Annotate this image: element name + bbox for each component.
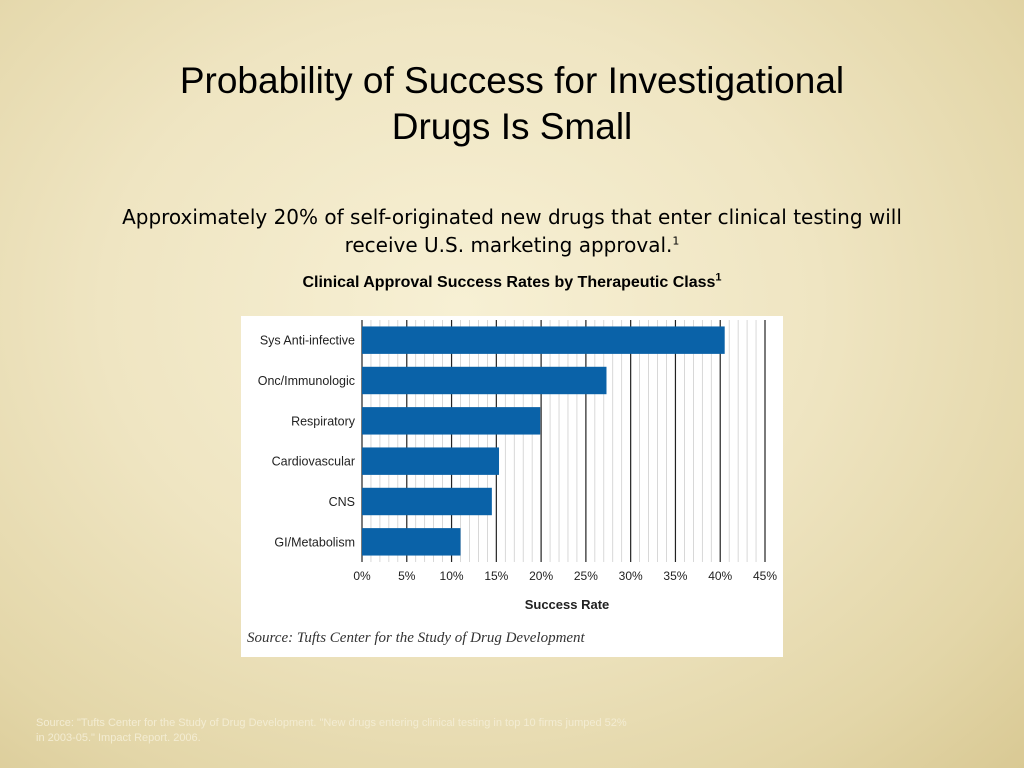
grid-lines bbox=[361, 320, 766, 562]
footnote: Source: "Tufts Center for the Study of D… bbox=[36, 716, 816, 746]
x-tick-label: 30% bbox=[619, 569, 643, 583]
subtitle-line-2: receive U.S. marketing approval.1 bbox=[40, 231, 984, 259]
subtitle-line-1: Approximately 20% of self-originated new… bbox=[122, 205, 902, 229]
x-tick-label: 45% bbox=[753, 569, 777, 583]
bar-cardiovascular bbox=[362, 447, 500, 475]
slide-title-line-2: Drugs Is Small bbox=[391, 106, 633, 147]
x-tick-label: 15% bbox=[484, 569, 508, 583]
bar-gi-metabolism bbox=[362, 528, 461, 556]
category-labels: Sys Anti-infective Onc/Immunologic Respira… bbox=[258, 334, 356, 550]
slide-title: Probability of Success for Investigation… bbox=[0, 58, 1024, 150]
category-label: Sys Anti-infective bbox=[260, 334, 355, 348]
x-axis-title: Success Rate bbox=[525, 597, 610, 612]
subtitle-footnote-marker: 1 bbox=[672, 234, 680, 248]
x-tick-labels: 0% 5% 10% 15% 20% 25% 30% 35% 40% 45% bbox=[353, 569, 777, 583]
chart-figure: Sys Anti-infective Onc/Immunologic Respira… bbox=[241, 316, 783, 657]
chart-heading-footnote-marker: 1 bbox=[715, 271, 722, 284]
category-label: Respiratory bbox=[291, 414, 356, 428]
bar-chart: Sys Anti-infective Onc/Immunologic Respira… bbox=[258, 320, 777, 612]
bar-respiratory bbox=[362, 407, 541, 435]
subtitle: Approximately 20% of self-originated new… bbox=[40, 203, 984, 259]
category-label: GI/Metabolism bbox=[274, 535, 355, 549]
bar-cns bbox=[362, 487, 492, 516]
bars bbox=[362, 326, 725, 556]
category-label: Onc/Immunologic bbox=[258, 374, 355, 388]
x-tick-label: 0% bbox=[353, 569, 371, 583]
x-tick-label: 40% bbox=[708, 569, 732, 583]
chart-heading: Clinical Approval Success Rates by Thera… bbox=[0, 271, 1024, 292]
bar-onc-immunologic bbox=[362, 366, 607, 395]
figure-source-text: Source: Tufts Center for the Study of Dr… bbox=[247, 630, 585, 646]
x-tick-label: 20% bbox=[529, 569, 553, 583]
x-tick-label: 10% bbox=[440, 569, 464, 583]
category-label: CNS bbox=[329, 495, 355, 509]
category-label: Cardiovascular bbox=[272, 455, 355, 469]
chart-heading-text: Clinical Approval Success Rates by Thera… bbox=[302, 274, 716, 291]
slide-title-line-1: Probability of Success for Investigation… bbox=[179, 60, 845, 101]
x-tick-label: 25% bbox=[574, 569, 598, 583]
footnote-line-2: in 2003-05." Impact Report. 2006. bbox=[36, 732, 201, 744]
footnote-line-1: Source: "Tufts Center for the Study of D… bbox=[36, 717, 627, 729]
x-tick-label: 5% bbox=[398, 569, 416, 583]
bar-sys-anti-infective bbox=[362, 326, 725, 354]
x-tick-label: 35% bbox=[663, 569, 687, 583]
subtitle-line-2-text: receive U.S. marketing approval. bbox=[344, 233, 673, 257]
